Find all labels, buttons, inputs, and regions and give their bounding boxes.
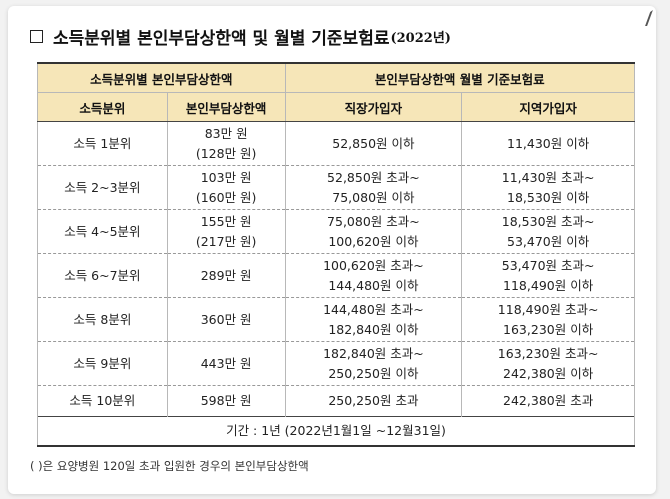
cell-decile: 소득 2~3분위 [37,165,168,210]
cell-decile: 소득 10분위 [37,385,168,417]
table-body: 소득 1분위 83만 원 (128만 원) 52,850원 이하 11,430원 이하 소… [37,121,635,417]
cell-regional: 18,530원 초과~ 53,470원 이하 [461,209,635,254]
cell-cap-line: 83만 원 [204,125,248,141]
cell-decile: 소득 9분위 [37,341,168,386]
cell-regional-line: 118,490원 초과~ [497,301,599,317]
cell-cap-line: 103만 원 [200,169,252,185]
page-corner-icon [631,10,653,26]
cell-regional-line: 163,230원 초과~ [497,345,599,361]
cell-employee-line: 144,480원 이하 [328,277,419,293]
page-title: 소득분위별 본인부담상한액 및 월별 기준보험료 (2022년) [30,24,451,49]
cell-employee: 250,250원 초과 [284,385,463,417]
cell-decile: 소득 6~7분위 [37,253,168,298]
cell-regional-line: 53,470원 초과~ [501,257,595,273]
cell-cap: 360만 원 [166,297,286,342]
cell-cap: 443만 원 [166,341,286,386]
cell-cap-line: (217만 원) [195,233,257,249]
cell-employee: 100,620원 초과~ 144,480원 이하 [284,253,463,298]
cell-regional-line: 11,430원 이하 [507,135,590,151]
column-header-decile: 소득분위 [37,92,168,122]
cell-employee-line: 144,480원 초과~ [323,301,424,317]
period-note: 기간 : 1년 (2022년1월1일 ~12월31일) [37,416,635,447]
cell-employee: 144,480원 초과~ 182,840원 이하 [284,297,463,342]
cell-employee: 182,840원 초과~ 250,250원 이하 [284,341,463,386]
cell-regional: 53,470원 초과~ 118,490원 이하 [461,253,635,298]
cell-regional-line: 242,380원 이하 [503,365,594,381]
cell-decile: 소득 8분위 [37,297,168,342]
cell-cap: 155만 원 (217만 원) [166,209,286,254]
cell-cap: 289만 원 [166,253,286,298]
cell-cap-line: (128만 원) [195,145,257,161]
cell-employee-line: 75,080원 초과~ [327,213,420,229]
cell-regional-line: 242,380원 초과 [503,393,594,408]
table-row: 소득 9분위 443만 원 182,840원 초과~ 250,250원 이하 163,2… [37,341,635,386]
checkbox-bullet-icon [30,30,43,43]
cell-regional: 118,490원 초과~ 163,230원 이하 [461,297,635,342]
cell-employee-line: 250,250원 초과 [328,393,419,408]
cell-cap-line: 360만 원 [200,311,252,327]
cell-regional-line: 18,530원 초과~ [501,213,595,229]
cell-cap: 83만 원 (128만 원) [166,121,286,166]
table-row: 소득 2~3분위 103만 원 (160만 원) 52,850원 초과~ 75,080원… [37,165,635,210]
group-header-cap: 소득분위별 본인부담상한액 [37,62,286,93]
cell-cap-line: (160만 원) [195,189,257,205]
table-row: 소득 10분위 598만 원 250,250원 초과 242,380원 초과 [37,385,635,417]
cell-cap-line: 443만 원 [200,355,252,371]
cell-regional: 11,430원 초과~ 18,530원 이하 [461,165,635,210]
table-row: 소득 1분위 83만 원 (128만 원) 52,850원 이하 11,430원 이하 [37,121,635,166]
cell-employee-line: 52,850원 초과~ [327,169,420,185]
cell-regional: 11,430원 이하 [461,121,635,166]
cell-cap-line: 289만 원 [200,267,252,283]
cell-decile: 소득 1분위 [37,121,168,166]
cell-regional: 242,380원 초과 [461,385,635,417]
cell-cap-line: 598만 원 [200,393,252,408]
cell-cap: 598만 원 [166,385,286,417]
cell-regional: 163,230원 초과~ 242,380원 이하 [461,341,635,386]
table-row: 소득 6~7분위 289만 원 100,620원 초과~ 144,480원 이하 53,… [37,253,635,298]
cell-employee-line: 52,850원 이하 [332,135,415,151]
title-main: 소득분위별 본인부담상한액 및 월별 기준보험료 [53,29,390,49]
cell-regional-line: 163,230원 이하 [503,321,594,337]
table-row: 소득 8분위 360만 원 144,480원 초과~ 182,840원 이하 118,4… [37,297,635,342]
cell-employee: 52,850원 초과~ 75,080원 이하 [284,165,463,210]
cell-cap-line: 155만 원 [200,213,252,229]
table-row: 소득 4~5분위 155만 원 (217만 원) 75,080원 초과~ 100,620… [37,209,635,254]
cell-employee: 52,850원 이하 [284,121,463,166]
cell-employee-line: 100,620원 이하 [328,233,419,249]
title-year: (2022년) [390,31,451,46]
cell-decile: 소득 4~5분위 [37,209,168,254]
cell-employee-line: 100,620원 초과~ [323,257,424,273]
cell-regional-line: 118,490원 이하 [503,277,594,293]
cell-regional-line: 53,470원 이하 [507,233,590,249]
column-header-employee: 직장가입자 [284,92,463,122]
income-decile-table: 소득분위별 본인부담상한액 본인부담상한액 월별 기준보험료 소득분위 본인부담… [37,62,636,447]
group-header-premium: 본인부담상한액 월별 기준보험료 [284,62,636,93]
cell-employee: 75,080원 초과~ 100,620원 이하 [284,209,463,254]
cell-employee-line: 182,840원 이하 [328,321,419,337]
cell-regional-line: 11,430원 초과~ [501,169,595,185]
column-header-cap: 본인부담상한액 [166,92,286,122]
cell-employee-line: 182,840원 초과~ [323,345,424,361]
column-header-regional: 지역가입자 [461,92,635,122]
cell-regional-line: 18,530원 이하 [507,189,590,205]
footnote: ( )은 요양병원 120일 초과 입원한 경우의 본인부담상한액 [30,459,309,473]
cell-employee-line: 75,080원 이하 [332,189,415,205]
cell-cap: 103만 원 (160만 원) [166,165,286,210]
cell-employee-line: 250,250원 이하 [328,365,419,381]
